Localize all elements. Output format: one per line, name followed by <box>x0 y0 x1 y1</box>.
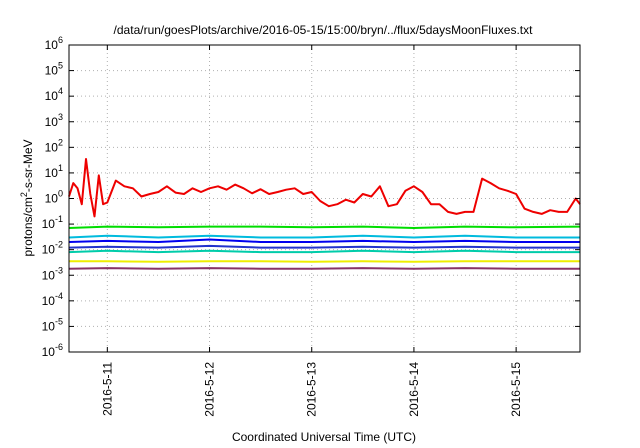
x-axis-ticks: 2016-5-11 2016-5-12 2016-5-13 2016-5-14 2016… <box>100 45 523 417</box>
y-tick-base: 10 <box>42 345 56 359</box>
y-tick-exponent: -4 <box>55 291 63 301</box>
y-tick-exponent: 0 <box>58 189 63 199</box>
y-tick-base: 10 <box>45 166 59 180</box>
y-tick-exponent: 6 <box>58 35 63 45</box>
series-line <box>68 249 580 254</box>
y-tick-exponent: -2 <box>55 240 63 250</box>
y-axis-ticks: 10-610-510-410-310-210-11001011021031041… <box>42 35 580 359</box>
y-tick-exponent: 5 <box>58 61 63 71</box>
y-tick-base: 10 <box>42 294 56 308</box>
y-tick-label: 101 <box>45 163 63 180</box>
x-tick-label: 2016-5-14 <box>407 362 421 417</box>
y-tick-exponent: 1 <box>58 163 63 173</box>
series-layer <box>68 158 581 270</box>
y-tick-label: 10-3 <box>42 265 63 282</box>
y-tick-base: 10 <box>45 38 59 52</box>
y-axis-title-superscript: 2 <box>19 192 29 197</box>
y-tick-base: 10 <box>45 140 59 154</box>
y-tick-base: 10 <box>45 115 59 129</box>
series-line <box>68 244 580 249</box>
y-tick-label: 10-4 <box>42 291 63 308</box>
y-tick-base: 10 <box>42 217 56 231</box>
y-tick-label: 104 <box>45 86 63 103</box>
series-line <box>68 225 581 229</box>
y-axis-title-prefix: protons/cm <box>21 197 35 256</box>
y-axis-title-suffix: -s-sr-MeV <box>21 139 35 192</box>
y-tick-base: 10 <box>42 243 56 257</box>
y-tick-base: 10 <box>45 64 59 78</box>
x-tick-label: 2016-5-13 <box>305 362 319 417</box>
y-tick-exponent: -5 <box>55 316 63 326</box>
x-tick-label: 2016-5-11 <box>100 362 114 416</box>
series-line <box>68 238 580 243</box>
y-tick-base: 10 <box>42 319 56 333</box>
y-axis-title: protons/cm2-s-sr-MeV <box>19 139 35 256</box>
x-tick-label: 2016-5-12 <box>203 362 217 417</box>
series-line <box>68 158 581 218</box>
y-tick-exponent: -1 <box>55 214 63 224</box>
y-tick-label: 10-5 <box>42 316 63 333</box>
chart-title: /data/run/goesPlots/archive/2016-05-15/1… <box>114 23 534 37</box>
y-tick-label: 10-6 <box>42 342 63 359</box>
y-tick-label: 10-1 <box>42 214 63 231</box>
y-tick-base: 10 <box>45 89 59 103</box>
x-tick-label: 2016-5-15 <box>509 362 523 417</box>
y-tick-base: 10 <box>45 192 59 206</box>
y-tick-label: 102 <box>45 137 63 154</box>
y-tick-exponent: 4 <box>58 86 63 96</box>
x-axis-title: Coordinated Universal Time (UTC) <box>232 430 416 444</box>
series-line <box>68 267 580 270</box>
y-tick-base: 10 <box>42 268 56 282</box>
y-tick-exponent: -6 <box>55 342 63 352</box>
y-tick-label: 106 <box>45 35 63 52</box>
y-tick-exponent: 2 <box>58 137 63 147</box>
y-tick-exponent: 3 <box>58 112 63 122</box>
y-tick-label: 103 <box>45 112 63 129</box>
y-tick-exponent: -3 <box>55 265 63 275</box>
y-tick-label: 105 <box>45 61 63 78</box>
y-tick-label: 10-2 <box>42 240 63 257</box>
y-tick-label: 100 <box>45 189 63 206</box>
series-line <box>68 234 580 239</box>
